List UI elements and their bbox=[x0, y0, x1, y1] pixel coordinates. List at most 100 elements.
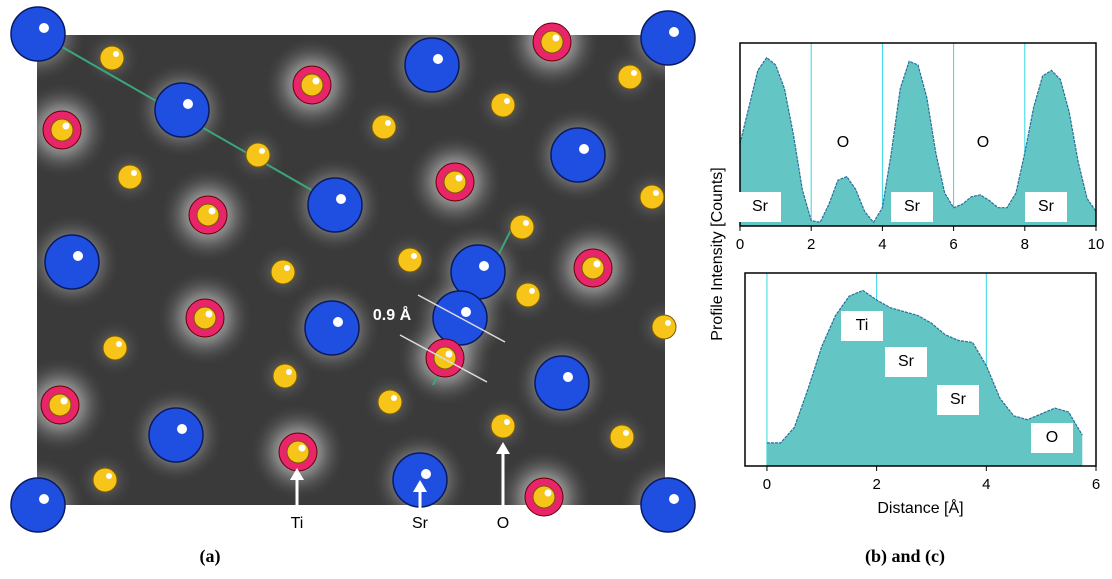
highlight bbox=[73, 251, 83, 261]
highlight bbox=[563, 372, 573, 382]
highlight bbox=[665, 320, 671, 326]
atom-label: O bbox=[497, 515, 509, 532]
ti-core bbox=[287, 441, 309, 463]
o-atom bbox=[372, 115, 396, 139]
highlight bbox=[385, 120, 391, 126]
ti-core bbox=[541, 31, 563, 53]
sr-atom bbox=[308, 178, 362, 232]
panel-label: (b) and (c) bbox=[865, 546, 945, 567]
highlight bbox=[669, 494, 679, 504]
highlight bbox=[653, 190, 659, 196]
o-atom bbox=[378, 390, 402, 414]
annotation: Ti bbox=[856, 317, 869, 334]
o-atom bbox=[652, 315, 676, 339]
annotation: Sr bbox=[752, 198, 769, 215]
o-atom bbox=[610, 425, 634, 449]
ti-core bbox=[51, 119, 73, 141]
highlight bbox=[553, 35, 560, 42]
x-tick-label: 2 bbox=[807, 236, 815, 253]
x-tick-label: 4 bbox=[982, 476, 990, 493]
highlight bbox=[113, 51, 119, 57]
highlight bbox=[313, 78, 320, 85]
o-atom bbox=[246, 143, 270, 167]
x-tick-label: 0 bbox=[763, 476, 771, 493]
sr-atom bbox=[535, 356, 589, 410]
ti-core bbox=[444, 171, 466, 193]
annotation: Sr bbox=[1038, 198, 1055, 215]
o-atom bbox=[271, 260, 295, 284]
highlight bbox=[106, 473, 112, 479]
highlight bbox=[504, 419, 510, 425]
x-tick-label: 6 bbox=[949, 236, 957, 253]
annotation: O bbox=[837, 134, 849, 151]
highlight bbox=[333, 317, 343, 327]
ti-core bbox=[533, 486, 555, 508]
x-tick-label: 8 bbox=[1021, 236, 1029, 253]
highlight bbox=[433, 54, 443, 64]
highlight bbox=[523, 220, 529, 226]
panel-label: (a) bbox=[200, 546, 221, 567]
annotation: Sr bbox=[904, 198, 921, 215]
highlight bbox=[131, 170, 137, 176]
sr-atom bbox=[155, 83, 209, 137]
highlight bbox=[259, 148, 265, 154]
highlight bbox=[63, 123, 70, 130]
highlight bbox=[631, 70, 637, 76]
x-tick-label: 2 bbox=[872, 476, 880, 493]
highlight bbox=[479, 261, 489, 271]
atom-label: Sr bbox=[412, 515, 429, 532]
o-atom bbox=[118, 165, 142, 189]
highlight bbox=[421, 469, 431, 479]
atom-label: Ti bbox=[291, 515, 304, 532]
highlight bbox=[391, 395, 397, 401]
highlight bbox=[529, 288, 535, 294]
x-tick-label: 4 bbox=[878, 236, 886, 253]
highlight bbox=[446, 351, 453, 358]
scale-label: 0.9 Å bbox=[373, 305, 412, 324]
highlight bbox=[504, 98, 510, 104]
o-atom bbox=[491, 93, 515, 117]
highlight bbox=[623, 430, 629, 436]
highlight bbox=[545, 490, 552, 497]
highlight bbox=[456, 175, 463, 182]
o-atom bbox=[93, 468, 117, 492]
highlight bbox=[61, 398, 68, 405]
o-atom bbox=[516, 283, 540, 307]
sr-atom bbox=[551, 128, 605, 182]
ti-core bbox=[434, 347, 456, 369]
sr-atom bbox=[305, 301, 359, 355]
sr-atom bbox=[11, 478, 65, 532]
sr-atom bbox=[45, 235, 99, 289]
highlight bbox=[183, 99, 193, 109]
highlight bbox=[39, 494, 49, 504]
sr-atom bbox=[405, 38, 459, 92]
highlight bbox=[116, 341, 122, 347]
o-atom bbox=[398, 248, 422, 272]
highlight bbox=[209, 208, 216, 215]
highlight bbox=[299, 445, 306, 452]
ti-core bbox=[582, 257, 604, 279]
highlight bbox=[336, 194, 346, 204]
o-atom bbox=[273, 364, 297, 388]
annotation: O bbox=[1046, 429, 1058, 446]
o-atom bbox=[491, 414, 515, 438]
figure: 0.9 Å Ti Sr O (a) (b) and (c) Profile In… bbox=[0, 0, 1112, 574]
o-atom bbox=[640, 185, 664, 209]
ti-core bbox=[194, 307, 216, 329]
x-tick-label: 0 bbox=[736, 236, 744, 253]
highlight bbox=[411, 253, 417, 259]
sr-atom bbox=[149, 408, 203, 462]
highlight bbox=[594, 261, 601, 268]
highlight bbox=[284, 265, 290, 271]
x-axis-label: Distance [Å] bbox=[877, 498, 963, 517]
sr-atom bbox=[641, 11, 695, 65]
highlight bbox=[286, 369, 292, 375]
o-atom bbox=[100, 46, 124, 70]
annotation: O bbox=[977, 134, 989, 151]
highlight bbox=[461, 307, 471, 317]
o-atom bbox=[510, 215, 534, 239]
ti-core bbox=[197, 204, 219, 226]
x-tick-label: 6 bbox=[1092, 476, 1100, 493]
annotation: Sr bbox=[898, 353, 915, 370]
highlight bbox=[669, 27, 679, 37]
